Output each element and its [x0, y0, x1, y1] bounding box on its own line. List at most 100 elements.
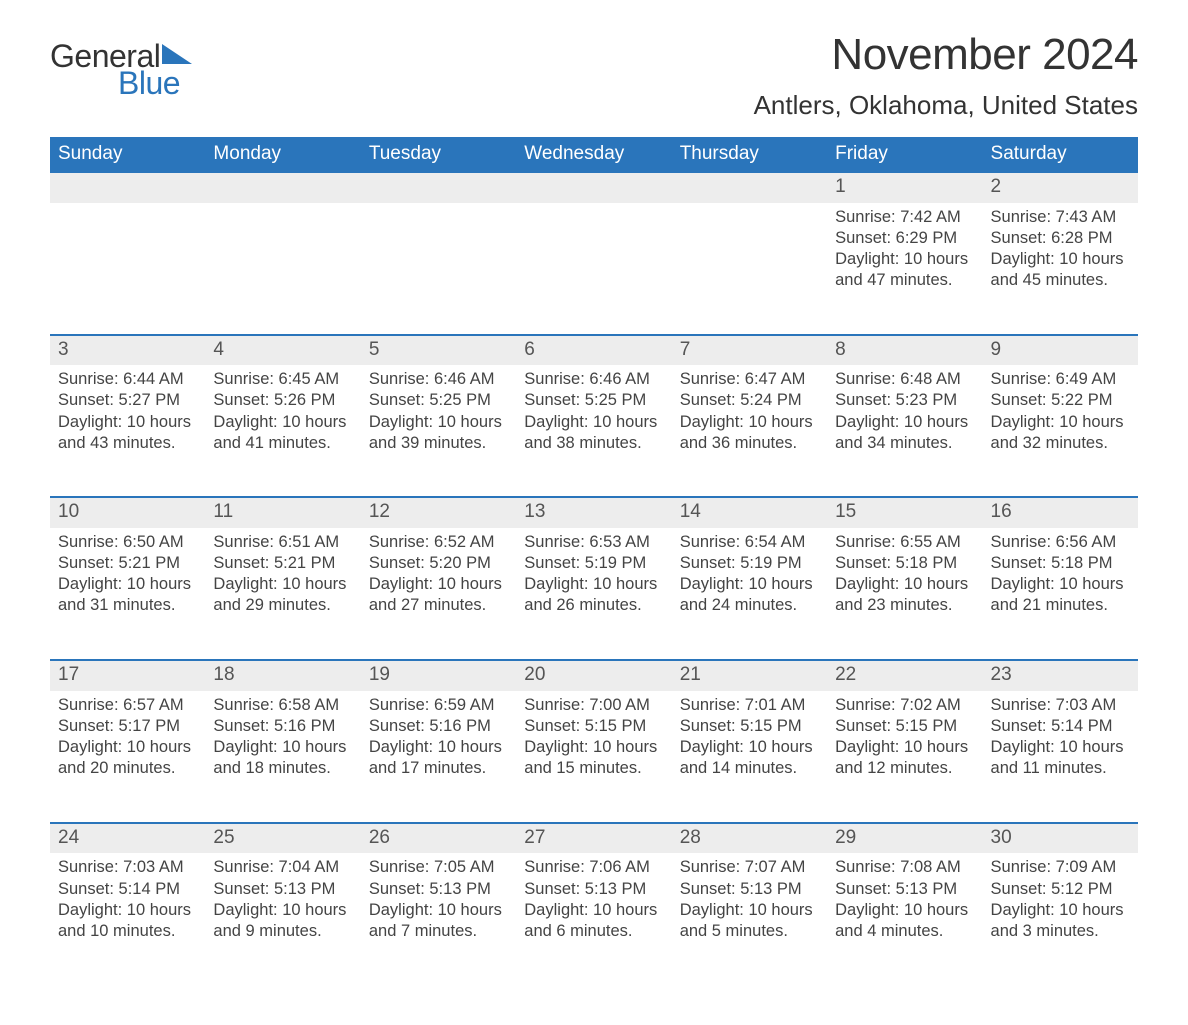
day-detail-cell: Sunrise: 6:52 AMSunset: 5:20 PMDaylight:… — [361, 528, 516, 660]
day-sunrise: Sunrise: 7:42 AM — [835, 207, 974, 228]
day-day2: and 15 minutes. — [524, 758, 663, 779]
day-sunset: Sunset: 5:14 PM — [991, 716, 1130, 737]
day-detail-cell: Sunrise: 6:56 AMSunset: 5:18 PMDaylight:… — [983, 528, 1138, 660]
day-sunrise: Sunrise: 6:54 AM — [680, 532, 819, 553]
day-day2: and 32 minutes. — [991, 433, 1130, 454]
day-detail-cell: Sunrise: 6:55 AMSunset: 5:18 PMDaylight:… — [827, 528, 982, 660]
header: General Blue November 2024 Antlers, Okla… — [50, 30, 1138, 133]
day-detail-cell — [361, 203, 516, 335]
day-day1: Daylight: 10 hours — [369, 737, 508, 758]
day-day2: and 9 minutes. — [213, 921, 352, 942]
day-sunset: Sunset: 5:12 PM — [991, 879, 1130, 900]
day-day2: and 24 minutes. — [680, 595, 819, 616]
day-day1: Daylight: 10 hours — [213, 574, 352, 595]
day-sunrise: Sunrise: 6:45 AM — [213, 369, 352, 390]
day-detail-cell: Sunrise: 6:59 AMSunset: 5:16 PMDaylight:… — [361, 691, 516, 823]
day-sunrise: Sunrise: 7:04 AM — [213, 857, 352, 878]
day-number-cell: 20 — [516, 660, 671, 691]
day-number-cell: 30 — [983, 823, 1138, 854]
day-sunset: Sunset: 5:13 PM — [835, 879, 974, 900]
week-daynum-row: 3456789 — [50, 335, 1138, 366]
day-number-cell: 13 — [516, 497, 671, 528]
week-daynum-row: 17181920212223 — [50, 660, 1138, 691]
day-number-cell: 7 — [672, 335, 827, 366]
day-detail-cell: Sunrise: 7:08 AMSunset: 5:13 PMDaylight:… — [827, 853, 982, 985]
day-day1: Daylight: 10 hours — [991, 412, 1130, 433]
day-number-cell: 16 — [983, 497, 1138, 528]
day-number-cell: 28 — [672, 823, 827, 854]
day-sunset: Sunset: 5:26 PM — [213, 390, 352, 411]
day-day1: Daylight: 10 hours — [58, 412, 197, 433]
day-sunrise: Sunrise: 7:03 AM — [58, 857, 197, 878]
day-detail-cell — [672, 203, 827, 335]
day-day2: and 29 minutes. — [213, 595, 352, 616]
day-day1: Daylight: 10 hours — [524, 412, 663, 433]
day-day1: Daylight: 10 hours — [213, 737, 352, 758]
day-sunrise: Sunrise: 6:46 AM — [524, 369, 663, 390]
day-sunrise: Sunrise: 7:07 AM — [680, 857, 819, 878]
day-day1: Daylight: 10 hours — [991, 574, 1130, 595]
week-detail-row: Sunrise: 6:50 AMSunset: 5:21 PMDaylight:… — [50, 528, 1138, 660]
day-number-cell: 14 — [672, 497, 827, 528]
brand-logo: General Blue — [50, 30, 192, 102]
day-detail-cell: Sunrise: 6:50 AMSunset: 5:21 PMDaylight:… — [50, 528, 205, 660]
day-day1: Daylight: 10 hours — [835, 574, 974, 595]
day-sunrise: Sunrise: 6:53 AM — [524, 532, 663, 553]
day-sunset: Sunset: 5:19 PM — [680, 553, 819, 574]
day-sunset: Sunset: 5:15 PM — [524, 716, 663, 737]
day-detail-cell: Sunrise: 7:03 AMSunset: 5:14 PMDaylight:… — [983, 691, 1138, 823]
day-sunset: Sunset: 5:25 PM — [524, 390, 663, 411]
day-day2: and 3 minutes. — [991, 921, 1130, 942]
day-day2: and 12 minutes. — [835, 758, 974, 779]
day-sunrise: Sunrise: 6:58 AM — [213, 695, 352, 716]
day-detail-cell: Sunrise: 6:57 AMSunset: 5:17 PMDaylight:… — [50, 691, 205, 823]
day-sunrise: Sunrise: 7:06 AM — [524, 857, 663, 878]
day-sunrise: Sunrise: 6:56 AM — [991, 532, 1130, 553]
day-number-cell — [361, 173, 516, 203]
day-day2: and 5 minutes. — [680, 921, 819, 942]
day-header: Thursday — [672, 137, 827, 173]
day-detail-cell: Sunrise: 6:44 AMSunset: 5:27 PMDaylight:… — [50, 365, 205, 497]
day-day2: and 20 minutes. — [58, 758, 197, 779]
day-sunrise: Sunrise: 6:51 AM — [213, 532, 352, 553]
day-header: Monday — [205, 137, 360, 173]
day-detail-cell: Sunrise: 6:47 AMSunset: 5:24 PMDaylight:… — [672, 365, 827, 497]
day-sunset: Sunset: 5:21 PM — [213, 553, 352, 574]
day-day2: and 31 minutes. — [58, 595, 197, 616]
day-sunrise: Sunrise: 7:01 AM — [680, 695, 819, 716]
day-detail-cell: Sunrise: 7:02 AMSunset: 5:15 PMDaylight:… — [827, 691, 982, 823]
day-day2: and 4 minutes. — [835, 921, 974, 942]
day-detail-cell: Sunrise: 7:01 AMSunset: 5:15 PMDaylight:… — [672, 691, 827, 823]
day-sunset: Sunset: 5:16 PM — [369, 716, 508, 737]
day-day1: Daylight: 10 hours — [991, 737, 1130, 758]
day-day1: Daylight: 10 hours — [680, 412, 819, 433]
day-number-cell: 10 — [50, 497, 205, 528]
day-sunrise: Sunrise: 7:02 AM — [835, 695, 974, 716]
day-sunset: Sunset: 5:18 PM — [835, 553, 974, 574]
page-title: November 2024 — [754, 30, 1138, 80]
day-header: Friday — [827, 137, 982, 173]
day-day2: and 10 minutes. — [58, 921, 197, 942]
day-sunset: Sunset: 5:13 PM — [213, 879, 352, 900]
day-detail-cell — [205, 203, 360, 335]
day-number-cell: 21 — [672, 660, 827, 691]
day-sunset: Sunset: 5:24 PM — [680, 390, 819, 411]
day-sunrise: Sunrise: 6:44 AM — [58, 369, 197, 390]
day-number-cell: 18 — [205, 660, 360, 691]
day-sunrise: Sunrise: 7:43 AM — [991, 207, 1130, 228]
day-detail-cell: Sunrise: 7:04 AMSunset: 5:13 PMDaylight:… — [205, 853, 360, 985]
week-daynum-row: 10111213141516 — [50, 497, 1138, 528]
day-day1: Daylight: 10 hours — [680, 574, 819, 595]
day-detail-cell: Sunrise: 6:58 AMSunset: 5:16 PMDaylight:… — [205, 691, 360, 823]
day-sunset: Sunset: 5:21 PM — [58, 553, 197, 574]
day-sunset: Sunset: 5:15 PM — [680, 716, 819, 737]
day-day2: and 18 minutes. — [213, 758, 352, 779]
day-day1: Daylight: 10 hours — [58, 574, 197, 595]
day-number-cell: 12 — [361, 497, 516, 528]
day-day2: and 39 minutes. — [369, 433, 508, 454]
day-sunrise: Sunrise: 6:50 AM — [58, 532, 197, 553]
day-number-cell — [672, 173, 827, 203]
day-day2: and 7 minutes. — [369, 921, 508, 942]
day-day2: and 45 minutes. — [991, 270, 1130, 291]
day-number-cell: 3 — [50, 335, 205, 366]
